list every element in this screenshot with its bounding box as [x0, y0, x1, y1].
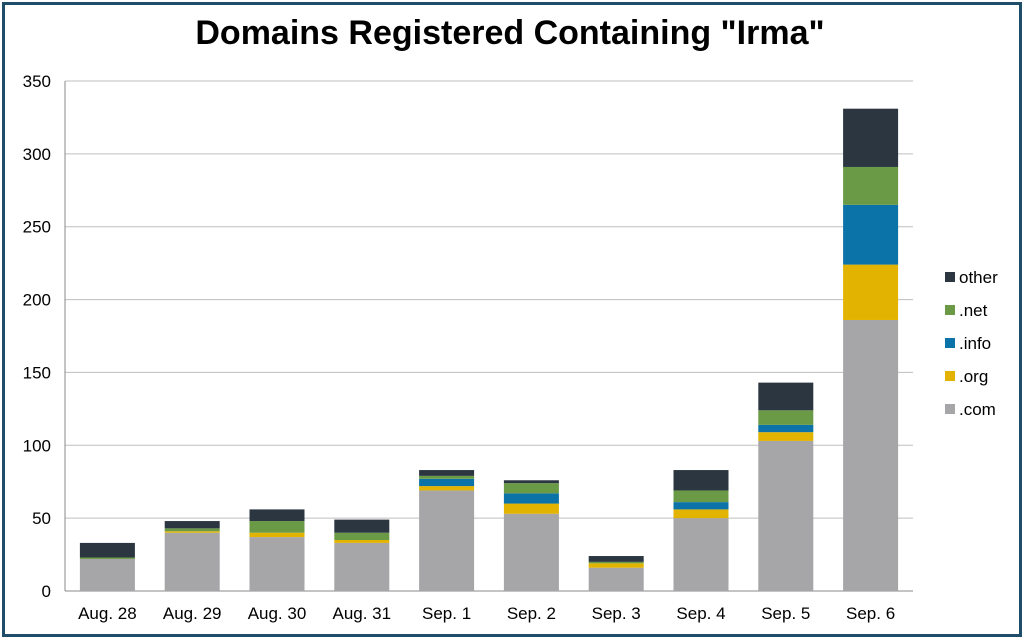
- bar-segment-org: [843, 264, 899, 320]
- y-tick-label: 350: [23, 72, 51, 91]
- bar-segment-org: [503, 503, 559, 514]
- legend-swatch: [945, 305, 955, 315]
- bar-segment-net: [503, 483, 559, 494]
- y-tick-label: 150: [23, 363, 51, 382]
- bar-segment-com: [673, 518, 729, 591]
- x-tick-label: Sep. 5: [761, 604, 810, 623]
- y-tick-label: 250: [23, 218, 51, 237]
- bar-segment-other: [758, 382, 814, 411]
- bar-segment-com: [419, 490, 475, 591]
- legend-label: .info: [959, 334, 991, 353]
- bar-segment-org: [164, 531, 220, 533]
- bar-segment-info: [673, 502, 729, 510]
- bar-segment-info: [419, 478, 475, 487]
- bar-segment-other: [843, 108, 899, 167]
- bar-segment-net: [588, 561, 644, 564]
- bar-segment-other: [419, 470, 475, 476]
- bar-segment-other: [79, 542, 135, 558]
- bar-segment-net: [164, 528, 220, 532]
- y-tick-label: 200: [23, 291, 51, 310]
- x-tick-label: Sep. 6: [846, 604, 895, 623]
- bar-segment-com: [249, 537, 305, 591]
- legend-label: .net: [959, 301, 988, 320]
- bar-segment-com: [334, 542, 390, 591]
- legend: other .net .info .org .com: [945, 268, 998, 419]
- bar-segment-com: [503, 513, 559, 591]
- y-tick-label: 300: [23, 145, 51, 164]
- legend-label: .org: [959, 367, 988, 386]
- x-tick-label: Sep. 1: [422, 604, 471, 623]
- x-tick-label: Sep. 3: [592, 604, 641, 623]
- bar-segment-org: [334, 540, 390, 543]
- bar-segment-info: [843, 204, 899, 265]
- x-tick-label: Aug. 30: [248, 604, 307, 623]
- bar-segment-other: [249, 509, 305, 522]
- bar-segment-other: [334, 519, 390, 533]
- legend-swatch: [945, 272, 955, 282]
- bar-segment-com: [79, 558, 135, 591]
- bar-segment-net: [758, 410, 814, 425]
- bar-segment-other: [588, 556, 644, 562]
- x-tick-label: Sep. 2: [507, 604, 556, 623]
- x-axis-ticks: Aug. 28 Aug. 29 Aug. 30 Aug. 31 Sep. 1 Sep. 2…: [78, 604, 895, 623]
- bar-segment-net: [249, 521, 305, 533]
- y-tick-label: 100: [23, 436, 51, 455]
- legend-swatch: [945, 371, 955, 381]
- bar-segment-org: [673, 509, 729, 519]
- y-tick-label: 50: [32, 509, 51, 528]
- bar-segment-net: [334, 532, 390, 540]
- bar-segment-com: [164, 532, 220, 591]
- x-tick-label: Sep. 4: [676, 604, 725, 623]
- legend-swatch: [945, 338, 955, 348]
- legend-label: .com: [959, 400, 996, 419]
- bar-segment-org: [758, 432, 814, 441]
- bar-segment-net: [843, 166, 899, 205]
- bar-segment-org: [588, 563, 644, 568]
- chart-title: Domains Registered Containing "Irma": [195, 14, 825, 52]
- x-tick-label: Aug. 28: [78, 604, 137, 623]
- bar-segment-com: [843, 319, 899, 591]
- bar-segment-other: [503, 480, 559, 484]
- bar-segment-net: [79, 557, 135, 559]
- bar-segment-com: [588, 567, 644, 591]
- bar-segment-net: [419, 475, 475, 479]
- legend-label: other: [959, 268, 998, 287]
- bar-segment-other: [673, 470, 729, 491]
- x-tick-label: Aug. 31: [332, 604, 391, 623]
- bar-segment-org: [419, 486, 475, 491]
- bar-segment-net: [673, 490, 729, 503]
- bar-segment-other: [164, 521, 220, 529]
- y-tick-label: 0: [42, 582, 51, 601]
- bars: [79, 108, 899, 591]
- bar-segment-info: [503, 493, 559, 504]
- legend-swatch: [945, 404, 955, 414]
- bar-segment-org: [249, 532, 305, 538]
- bar-segment-com: [758, 440, 814, 591]
- x-tick-label: Aug. 29: [163, 604, 222, 623]
- bar-segment-info: [758, 424, 814, 433]
- y-axis-ticks: 0 50 100 150 200 250 300 350: [23, 72, 51, 601]
